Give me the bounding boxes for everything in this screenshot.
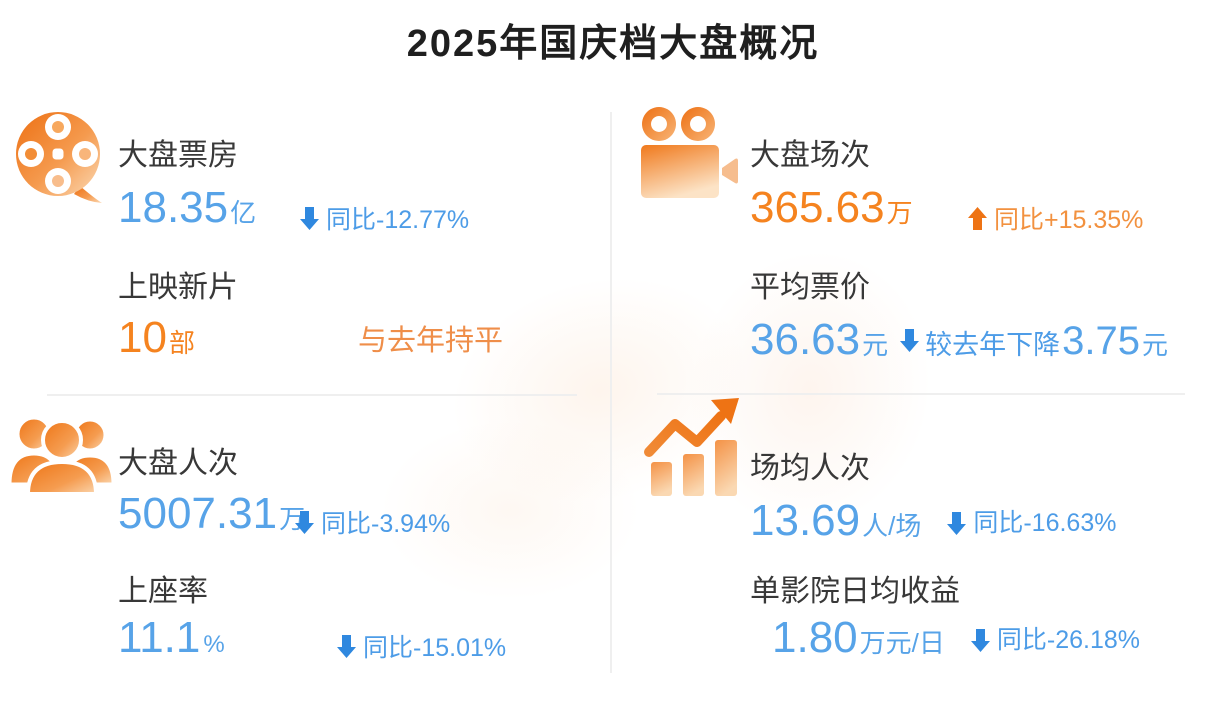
stat-label-cinema-revenue: 单影院日均收益 — [750, 575, 960, 608]
stat-value-cinema-revenue: 1.80 万元/日 同比-26.18% — [772, 613, 1140, 662]
arrow-down-icon — [947, 512, 967, 535]
trend-chart-icon — [643, 398, 745, 505]
arrow-down-icon — [337, 634, 356, 658]
horizontal-divider-right — [657, 393, 1185, 395]
arrow-down-icon — [970, 629, 990, 652]
arrow-up-icon — [968, 206, 987, 230]
people-icon — [6, 402, 118, 511]
arrow-down-icon — [300, 206, 319, 230]
movie-camera-icon — [634, 102, 740, 211]
film-reel-icon — [8, 104, 112, 213]
stat-value-box-office: 18.35 亿 — [118, 183, 257, 232]
yoy-screenings: 同比+15.35% — [968, 200, 1143, 236]
yoy-per-screening: 同比-16.63% — [947, 511, 1116, 536]
price-drop-text: 较去年下降 — [925, 330, 1061, 360]
stat-label-screenings: 大盘场次 — [750, 139, 870, 172]
stat-label-admissions: 大盘人次 — [118, 447, 238, 480]
arrow-down-icon — [295, 510, 314, 534]
yoy-occupancy: 同比-15.01% — [337, 628, 506, 664]
stat-label-occupancy: 上座率 — [118, 575, 208, 608]
yoy-box-office: 同比-12.77% — [300, 200, 469, 236]
page-title: 2025年国庆档大盘概况 — [406, 23, 820, 65]
stat-value-admissions: 5007.31 万 — [118, 489, 306, 538]
arrow-down-icon — [900, 328, 920, 352]
stat-value-per-screening: 13.69 人/场 同比-16.63% — [750, 496, 1117, 545]
stat-value-avg-price: 36.63 元 较去年下降 3.75 元 — [750, 315, 1168, 364]
stat-value-new-films: 10 部 — [118, 313, 195, 362]
stat-value-occupancy: 11.1% — [118, 613, 225, 662]
stat-label-per-screening: 场均人次 — [750, 452, 870, 485]
stat-value-screenings: 365.63 万 — [750, 183, 913, 232]
stat-label-avg-price: 平均票价 — [750, 271, 870, 304]
vertical-divider — [610, 112, 612, 673]
stat-label-new-films: 上映新片 — [118, 271, 238, 304]
yoy-cinema-revenue: 同比-26.18% — [970, 628, 1140, 653]
stat-label-box-office: 大盘票房 — [118, 139, 238, 172]
horizontal-divider-left — [47, 394, 577, 396]
yoy-admissions: 同比-3.94% — [295, 504, 450, 540]
note-new-films: 与去年持平 — [358, 325, 504, 357]
